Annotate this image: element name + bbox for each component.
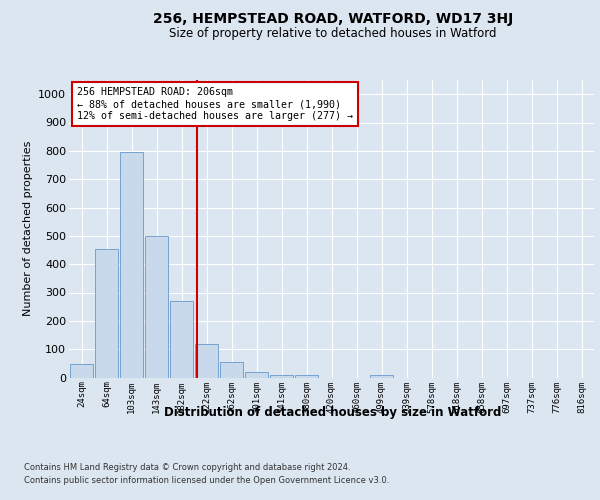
Text: Contains public sector information licensed under the Open Government Licence v3: Contains public sector information licen… [24, 476, 389, 485]
Bar [370, 374, 393, 378]
Bar [170, 301, 193, 378]
Bar [145, 236, 168, 378]
Bar [120, 152, 143, 378]
Bar [195, 344, 218, 378]
Bar [95, 248, 118, 378]
Bar [295, 374, 318, 378]
Bar [245, 372, 268, 378]
Bar [70, 364, 93, 378]
Bar [270, 374, 293, 378]
Text: Size of property relative to detached houses in Watford: Size of property relative to detached ho… [169, 28, 497, 40]
Bar [220, 362, 243, 378]
Text: 256, HEMPSTEAD ROAD, WATFORD, WD17 3HJ: 256, HEMPSTEAD ROAD, WATFORD, WD17 3HJ [153, 12, 513, 26]
Text: Contains HM Land Registry data © Crown copyright and database right 2024.: Contains HM Land Registry data © Crown c… [24, 462, 350, 471]
Y-axis label: Number of detached properties: Number of detached properties [23, 141, 32, 316]
Text: 256 HEMPSTEAD ROAD: 206sqm
← 88% of detached houses are smaller (1,990)
12% of s: 256 HEMPSTEAD ROAD: 206sqm ← 88% of deta… [77, 88, 353, 120]
Text: Distribution of detached houses by size in Watford: Distribution of detached houses by size … [164, 406, 502, 419]
